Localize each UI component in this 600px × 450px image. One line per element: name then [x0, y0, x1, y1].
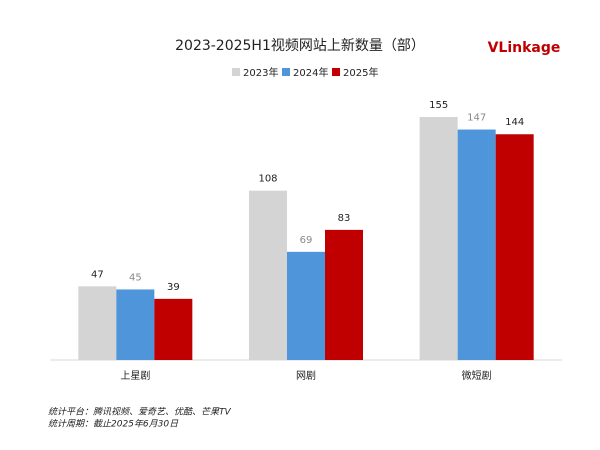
- bar: [495, 134, 534, 360]
- data-label: 155: [429, 100, 448, 111]
- data-label: 69: [300, 235, 313, 246]
- legend-swatch: [232, 68, 240, 76]
- bar: [249, 190, 287, 360]
- data-label: 147: [467, 113, 486, 124]
- legend-label: 2023年: [243, 66, 278, 79]
- logo: VLinkage: [488, 40, 561, 56]
- legend-swatch: [282, 68, 290, 76]
- bar: [419, 117, 458, 360]
- bar: [116, 289, 155, 360]
- bar: [154, 298, 193, 360]
- data-label: 45: [129, 272, 142, 283]
- data-label: 47: [91, 269, 104, 280]
- data-label: 108: [258, 174, 277, 185]
- data-label: 144: [505, 117, 524, 128]
- bar: [287, 251, 325, 360]
- bar: [457, 129, 496, 360]
- bar: [325, 229, 363, 360]
- bar: [78, 286, 117, 360]
- chart-title: 2023-2025H1视频网站上新数量（部）: [175, 38, 425, 54]
- x-tick-label: 微短剧: [462, 369, 492, 382]
- note: 统计周期：截止2025年6月30日: [48, 419, 179, 430]
- data-label: 39: [167, 282, 180, 293]
- x-tick-label: 上星剧: [120, 370, 150, 382]
- note: 统计平台：腾讯视频、爱奇艺、优酷、芒果TV: [48, 407, 231, 418]
- x-tick-label: 网剧: [296, 370, 316, 382]
- data-label: 83: [338, 213, 351, 224]
- legend-label: 2025年: [343, 66, 378, 79]
- legend-label: 2024年: [293, 66, 328, 79]
- legend-swatch: [332, 68, 340, 76]
